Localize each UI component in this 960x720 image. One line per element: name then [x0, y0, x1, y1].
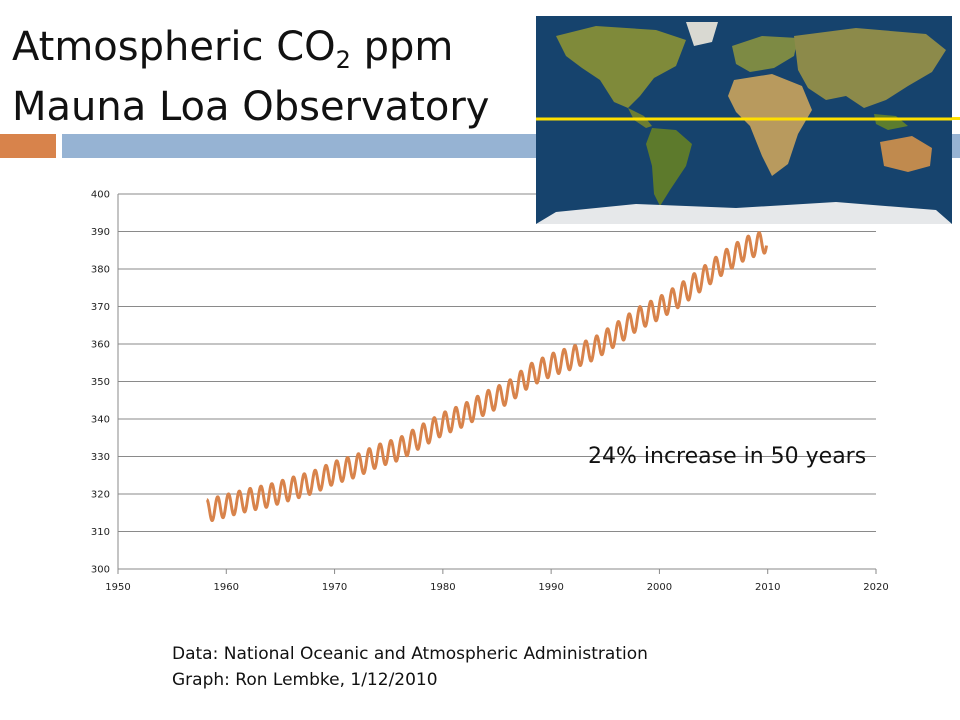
y-tick-label: 360: [91, 340, 110, 351]
y-tick-label: 370: [91, 302, 110, 313]
title-unit: ppm: [350, 24, 454, 70]
y-tick-label: 310: [91, 527, 110, 538]
map-land-north-america: [556, 26, 686, 108]
data-source-credit: Data: National Oceanic and Atmospheric A…: [172, 644, 648, 664]
world-map-image: [536, 16, 952, 224]
map-land-asia: [794, 28, 946, 108]
y-tick-label: 320: [91, 490, 110, 501]
chart-tick-labels: 300 310 320 330 340 350 360 370 380 390 400 1950 196…: [91, 190, 889, 594]
title-subscript: 2: [335, 46, 351, 74]
x-tick-label: 1960: [214, 582, 239, 593]
x-tick-label: 1970: [322, 582, 347, 593]
map-land-south-america: [646, 128, 692, 206]
map-land-europe: [732, 36, 798, 72]
chart-axes: [117, 194, 877, 574]
x-tick-label: 2000: [647, 582, 672, 593]
chart-gridlines: [118, 193, 876, 570]
x-tick-label: 1980: [430, 582, 455, 593]
map-latitude-line-extension: [952, 117, 960, 120]
x-tick-label: 2010: [755, 582, 780, 593]
y-tick-label: 330: [91, 452, 110, 463]
y-tick-label: 400: [91, 190, 110, 201]
accent-bar-orange: [0, 134, 56, 158]
map-land-greenland: [686, 22, 718, 46]
y-tick-label: 390: [91, 227, 110, 238]
y-tick-label: 340: [91, 415, 110, 426]
y-tick-label: 380: [91, 265, 110, 276]
map-land-africa: [728, 74, 812, 176]
map-land-antarctica: [536, 202, 952, 224]
x-tick-label: 1990: [538, 582, 563, 593]
graph-author-credit: Graph: Ron Lembke, 1/12/2010: [172, 670, 438, 690]
title-text: Atmospheric CO: [12, 24, 336, 70]
chart-series: [205, 231, 768, 523]
y-tick-label: 300: [91, 565, 110, 576]
x-tick-label: 2020: [863, 582, 888, 593]
co2-series-line: [205, 231, 768, 523]
slide-title-line2: Mauna Loa Observatory: [12, 84, 490, 130]
map-land-australia: [880, 136, 932, 172]
x-tick-label: 1950: [105, 582, 130, 593]
increase-annotation: 24% increase in 50 years: [588, 444, 867, 469]
y-tick-label: 350: [91, 377, 110, 388]
slide-title-line1: Atmospheric CO2 ppm: [12, 24, 453, 74]
